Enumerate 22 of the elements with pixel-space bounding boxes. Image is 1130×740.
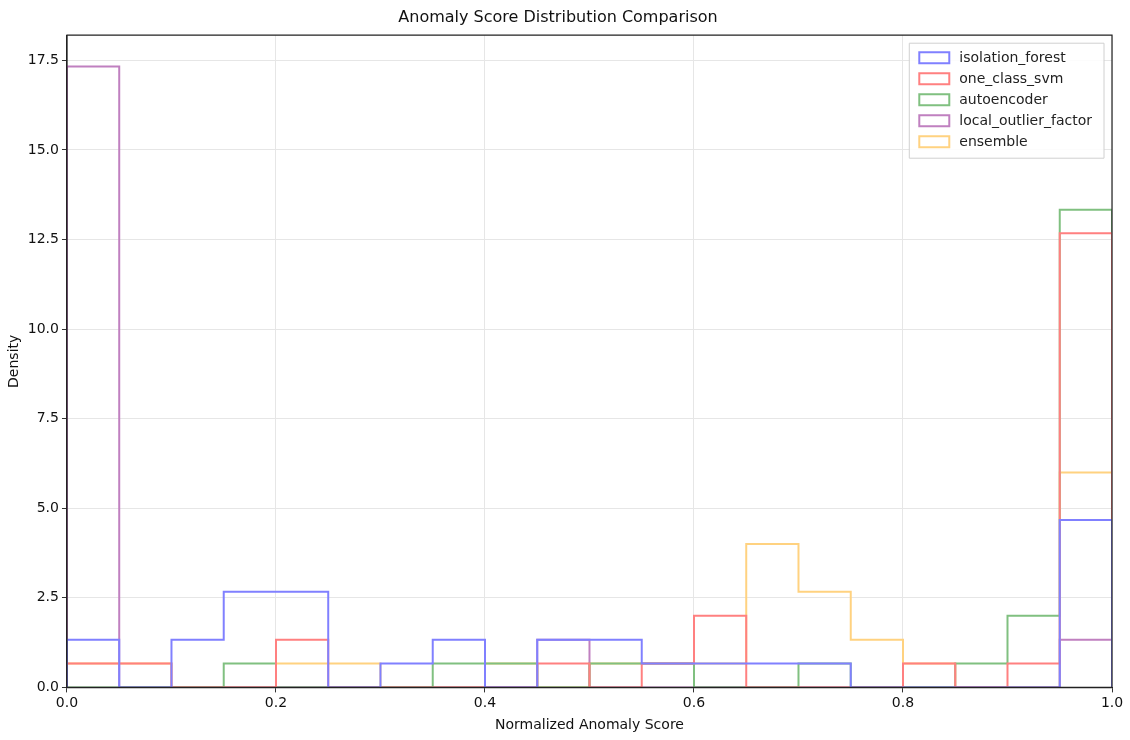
- y-tick-label: 12.5: [27, 230, 59, 247]
- y-tick-label: 2.5: [36, 588, 59, 605]
- y-tick-label: 5.0: [36, 498, 59, 515]
- y-tick-label: 7.5: [36, 409, 59, 426]
- x-tick-label: 0.8: [891, 694, 915, 711]
- y-axis-title: Density: [5, 334, 22, 388]
- x-tick-label: 0.0: [55, 694, 79, 711]
- x-tick-label: 1.0: [1100, 694, 1124, 711]
- legend-label: ensemble: [959, 132, 1028, 149]
- y-tick-label: 17.5: [27, 50, 59, 67]
- y-tick-label: 15.0: [27, 140, 59, 157]
- legend-label: autoencoder: [959, 90, 1049, 107]
- chart-title: Anomaly Score Distribution Comparison: [398, 6, 718, 26]
- x-tick-label: 0.6: [682, 694, 706, 711]
- legend-label: isolation_forest: [959, 48, 1067, 65]
- x-tick-label: 0.4: [473, 694, 497, 711]
- x-tick-label: 0.2: [264, 694, 288, 711]
- legend-label: one_class_svm: [959, 69, 1064, 86]
- legend-label: local_outlier_factor: [959, 111, 1093, 128]
- y-tick-label: 10.0: [27, 319, 59, 336]
- y-tick-label: 0.0: [36, 678, 59, 695]
- x-axis-title: Normalized Anomaly Score: [495, 716, 684, 733]
